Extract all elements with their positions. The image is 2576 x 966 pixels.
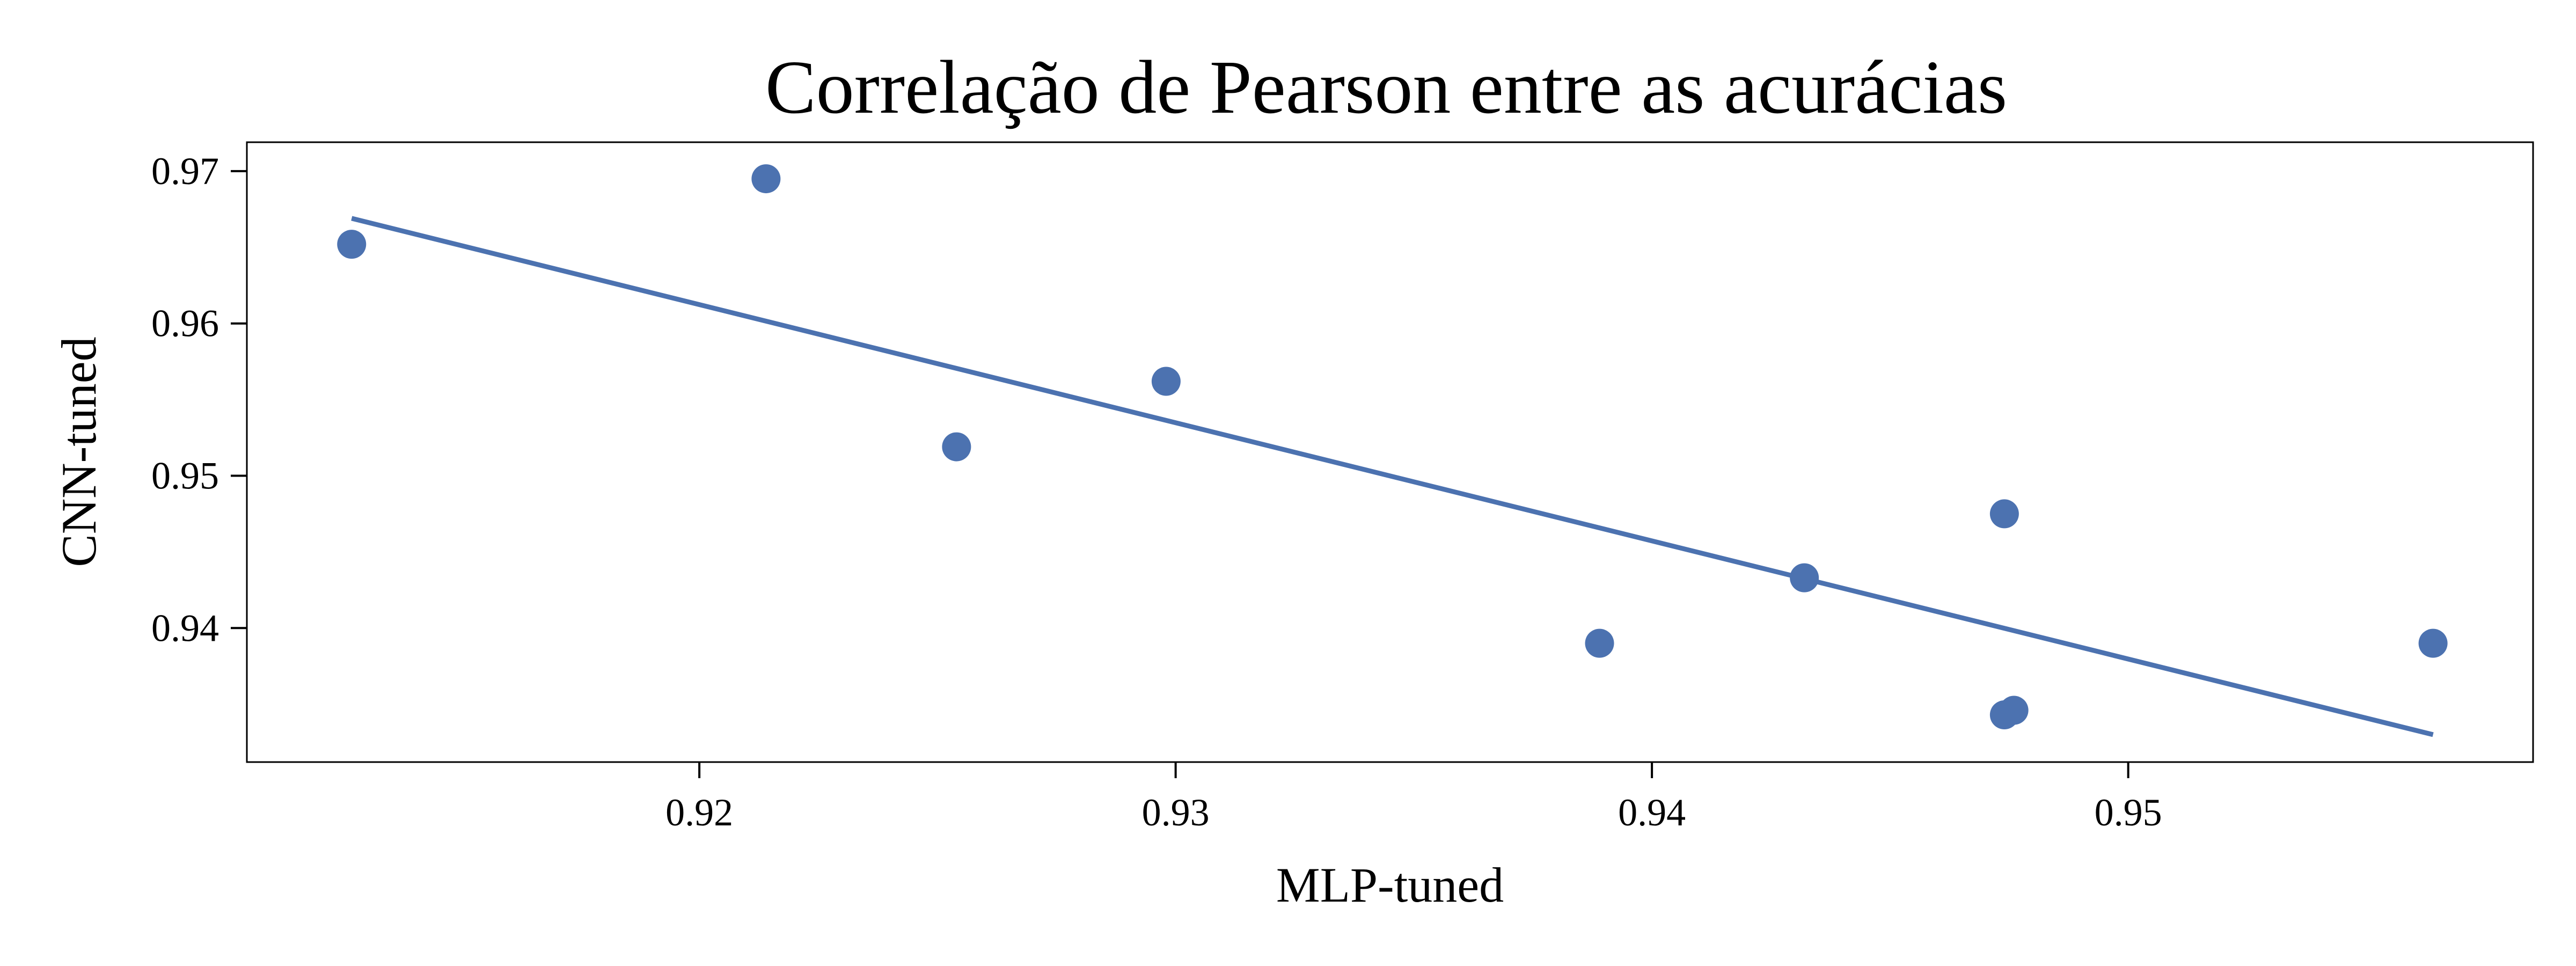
y-tick-label: 0.94 (151, 606, 219, 649)
y-axis-ticks: 0.94 0.95 0.96 0.97 (151, 150, 247, 649)
y-tick-label: 0.96 (151, 302, 219, 345)
scatter-point (751, 164, 781, 194)
scatter-point (1151, 367, 1181, 396)
plot-frame (246, 141, 2534, 763)
chart-title: Correlação de Pearson entre as acurácias (765, 45, 2007, 129)
x-tick-label: 0.94 (1618, 791, 1686, 834)
scatter-point (337, 230, 367, 259)
scatter-point (1989, 499, 2019, 529)
scatter-point (2418, 628, 2448, 658)
scatter-point (1790, 563, 1819, 592)
y-axis-label: CNN-tuned (52, 336, 106, 567)
scatter-point (1999, 696, 2029, 725)
x-axis-ticks: 0.92 0.93 0.94 0.95 (665, 762, 2162, 834)
scatter-point (942, 432, 971, 462)
data-points (337, 164, 2448, 730)
x-tick-label: 0.93 (1142, 791, 1210, 834)
x-axis-label: MLP-tuned (1276, 858, 1504, 912)
regression-line-group (351, 216, 2434, 737)
scatter-point (1585, 628, 1614, 658)
y-tick-label: 0.95 (151, 454, 219, 497)
y-tick-label: 0.97 (151, 150, 219, 193)
x-tick-label: 0.92 (665, 791, 733, 834)
x-tick-label: 0.95 (2095, 791, 2162, 834)
regression-line (351, 216, 2434, 737)
